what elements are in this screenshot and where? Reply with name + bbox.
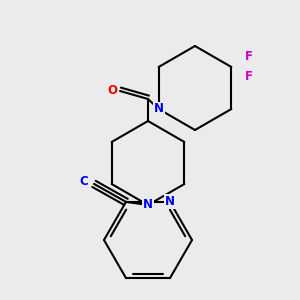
Text: N: N xyxy=(165,195,175,208)
Text: O: O xyxy=(107,85,117,98)
Text: N: N xyxy=(154,103,164,116)
Text: F: F xyxy=(245,50,253,64)
Text: C: C xyxy=(80,176,88,188)
Text: N: N xyxy=(143,199,153,212)
Text: F: F xyxy=(245,70,253,83)
